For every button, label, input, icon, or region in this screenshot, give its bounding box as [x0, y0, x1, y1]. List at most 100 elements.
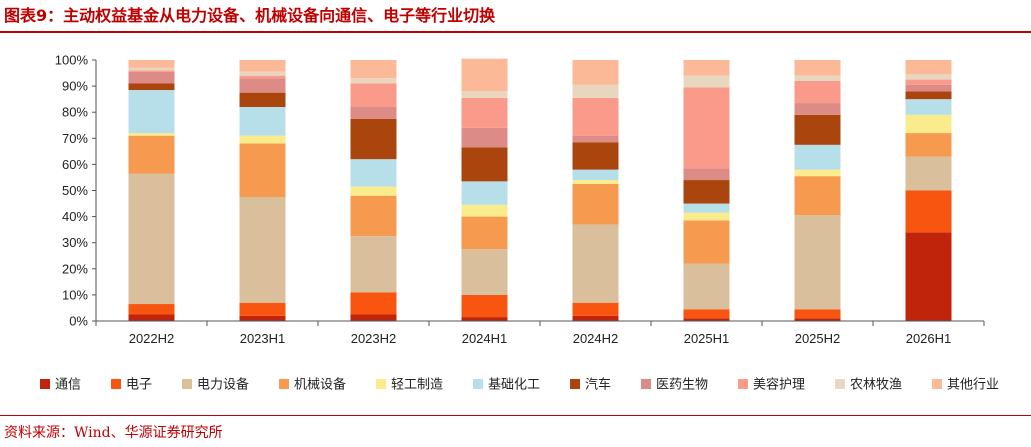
bar-segment: [128, 67, 175, 71]
bar-segment: [572, 169, 619, 181]
y-tick-label: 80%: [62, 105, 88, 120]
legend-swatch: [835, 379, 845, 389]
legend-label: 农林牧渔: [850, 378, 902, 393]
legend-label: 美容护理: [753, 377, 805, 393]
bar-segment: [128, 135, 175, 174]
bar-segment: [350, 118, 397, 160]
bar-segment: [683, 309, 730, 319]
bar-segment: [683, 60, 730, 76]
bar-segment: [794, 169, 841, 177]
bar-segment: [239, 78, 286, 93]
x-tick-label: 2026H1: [906, 331, 952, 346]
bar-segment: [128, 304, 175, 315]
bar-segment: [794, 318, 841, 321]
legend-label: 通信: [55, 378, 81, 393]
legend-swatch: [279, 379, 289, 389]
title-divider: [0, 31, 1031, 33]
bar-segment: [350, 78, 397, 84]
bar-segment: [239, 71, 286, 76]
chart-title: 图表9：主动权益基金从电力设备、机械设备向通信、电子等行业切换: [4, 6, 496, 25]
x-tick-label: 2025H1: [684, 331, 730, 346]
bar-segment: [572, 180, 619, 184]
bar-segment: [128, 83, 175, 91]
legend-label: 基础化工: [488, 378, 540, 393]
bar-segment: [572, 60, 619, 85]
bar-segment: [683, 212, 730, 221]
legend-swatch: [738, 379, 748, 389]
bar-segment: [128, 173, 175, 305]
y-tick-label: 50%: [62, 183, 88, 198]
bar-segment: [350, 186, 397, 196]
bar-segment: [461, 97, 508, 128]
bar-segment: [128, 133, 175, 136]
bar-segment: [905, 84, 952, 92]
legend-label: 医药生物: [656, 378, 708, 393]
bar-segment: [239, 106, 286, 136]
y-tick-label: 90%: [62, 79, 88, 94]
legend-swatch: [641, 379, 651, 389]
bar-segment: [350, 314, 397, 321]
y-tick-label: 70%: [62, 131, 88, 146]
bar-segment: [239, 60, 286, 72]
bar-segment: [572, 135, 619, 143]
bar-segment: [239, 315, 286, 321]
bar-segment: [683, 263, 730, 310]
bar-segment: [794, 80, 841, 104]
bar-segment: [683, 203, 730, 213]
legend-swatch: [932, 379, 942, 389]
bar-segment: [905, 99, 952, 115]
legend-label: 机械设备: [294, 377, 346, 393]
bar-segment: [794, 103, 841, 115]
x-tick-label: 2023H1: [240, 331, 286, 346]
bar-segment: [905, 232, 952, 321]
bar-segment: [350, 106, 397, 119]
source-divider: [0, 415, 1031, 416]
legend-swatch: [111, 379, 121, 389]
legend-label: 电子: [126, 378, 152, 393]
bar-segment: [794, 176, 841, 216]
bar-segment: [905, 190, 952, 233]
bar-segment: [128, 70, 175, 72]
bar-segment: [350, 195, 397, 237]
bar-segment: [461, 294, 508, 318]
bar-segment: [683, 318, 730, 321]
bar-segment: [239, 197, 286, 303]
bar-segment: [794, 114, 841, 145]
bar-segment: [572, 315, 619, 321]
bar-segment: [350, 236, 397, 293]
bar-segment: [461, 216, 508, 250]
bar-segment: [128, 71, 175, 84]
bar-segment: [239, 92, 286, 107]
bar-segment: [461, 204, 508, 217]
bar-segment: [572, 302, 619, 316]
bar-segment: [461, 58, 508, 92]
bar-segment: [905, 133, 952, 157]
bar-segment: [461, 181, 508, 205]
y-tick-label: 20%: [62, 261, 88, 276]
bar-segment: [905, 156, 952, 191]
x-tick-label: 2024H2: [573, 331, 619, 346]
bar-segment: [461, 249, 508, 295]
bar-segment: [683, 87, 730, 169]
bar-segment: [683, 75, 730, 88]
x-tick-label: 2024H1: [462, 331, 508, 346]
y-tick-label: 0%: [69, 314, 88, 329]
bar-segment: [905, 79, 952, 85]
bar-segment: [905, 74, 952, 80]
bar-segment: [350, 83, 397, 107]
bar-segment: [461, 147, 508, 182]
bar-segment: [239, 135, 286, 144]
legend-label: 汽车: [585, 377, 611, 393]
bar-segment: [239, 143, 286, 198]
source-note: 资料来源：Wind、华源证券研究所: [4, 425, 223, 441]
bar-segment: [683, 168, 730, 181]
stacked-bar-chart: 0% 10% 20% 30% 40% 50% 60% 70% 80% 90% 100% 2022H2 2…: [40, 53, 999, 393]
bar-segment: [794, 60, 841, 76]
bar-segment: [572, 142, 619, 170]
bar-segment: [572, 224, 619, 303]
bar-segment: [572, 84, 619, 98]
bar-segment: [461, 91, 508, 98]
bar-segment: [905, 60, 952, 75]
bar-segment: [794, 309, 841, 319]
legend-label: 其他行业: [947, 378, 999, 393]
